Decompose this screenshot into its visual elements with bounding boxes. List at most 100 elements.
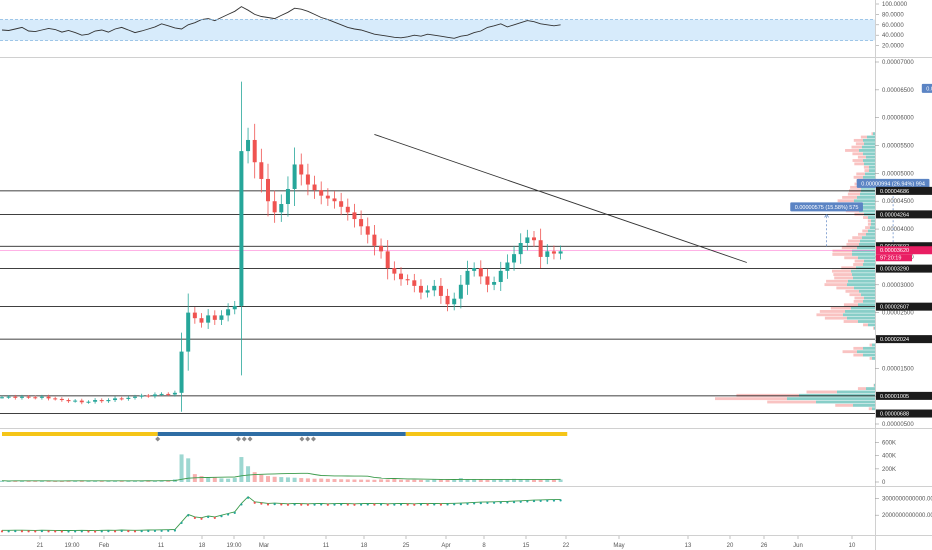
- time-tick-label: Jun: [793, 543, 803, 549]
- volume-bar: [39, 480, 44, 482]
- candle-up: [133, 396, 137, 398]
- obv-pane[interactable]: 3000000000000.0000000 2000000000000.00000…: [0, 496, 932, 533]
- volume-profile-row-buy: [863, 159, 875, 162]
- obv-dot: [399, 503, 403, 506]
- price-tick-label: 0.00005500: [882, 144, 914, 150]
- volume-bar: [372, 479, 377, 482]
- time-tick-label: 26: [761, 543, 768, 549]
- obv-dot: [559, 499, 562, 502]
- rsi-band: [0, 19, 875, 41]
- obv-dot: [246, 496, 250, 499]
- volume-profile-row-sell: [853, 138, 863, 142]
- obv-dot: [40, 530, 44, 533]
- level-label-bg: [876, 242, 932, 251]
- volume-profile-row-sell: [826, 279, 848, 283]
- volume-profile-row-sell: [831, 269, 851, 273]
- volume-profile-row-sell: [845, 289, 859, 293]
- volume-profile-row-sell: [853, 353, 863, 357]
- candle-up: [219, 315, 224, 320]
- volume-bar: [46, 480, 51, 482]
- volume-profile-row-sell: [847, 192, 860, 196]
- countdown-label-bg: [876, 254, 912, 262]
- obv-dot: [353, 503, 356, 506]
- measure-label: 0.00002698 (73.06%) 2698: [926, 86, 932, 92]
- volume-bar: [458, 478, 463, 482]
- volume-bar: [239, 457, 244, 482]
- obv-dot: [133, 530, 137, 533]
- level-label: 0.00002024: [880, 337, 909, 343]
- indicator-marker: [235, 436, 241, 442]
- obv-tick-label: 2000000000000.0000000: [882, 513, 932, 519]
- volume-profile-row-sell: [869, 343, 872, 347]
- candle-up: [232, 305, 237, 310]
- volume-profile-row-sell: [715, 397, 787, 401]
- obv-dot: [479, 501, 482, 505]
- rsi-pane[interactable]: 100.0000 80.0000 60.0000 40.0000 20.0000: [0, 2, 908, 50]
- obv-dot: [273, 503, 276, 506]
- obv-dot: [253, 501, 256, 504]
- volume-bar: [379, 479, 384, 482]
- obv-dot: [213, 516, 216, 519]
- volume-profile-row-sell: [864, 169, 869, 172]
- volume-bar: [432, 479, 437, 482]
- obv-dot: [459, 503, 462, 506]
- obv-dot: [140, 530, 143, 533]
- volume-profile-row-sell: [855, 142, 864, 146]
- time-axis[interactable]: 21 19:00 Feb 11 18 19:00 Mar 11 18 25 Apr 8 15 22 May 1…: [37, 536, 856, 549]
- obv-dot: [20, 530, 24, 533]
- price-tick-label: 0.00006500: [882, 88, 914, 94]
- obv-dot: [107, 530, 110, 533]
- volume-profile-row-buy: [859, 289, 875, 293]
- obv-dot: [526, 500, 529, 503]
- candle-down: [385, 251, 390, 269]
- obv-dot: [127, 530, 130, 533]
- volume-bar: [385, 479, 390, 482]
- level-label-bg: [876, 302, 932, 311]
- volume-profile-row-buy: [872, 407, 875, 411]
- volume-profile-row-buy: [845, 310, 875, 313]
- volume-profile-row-buy: [871, 219, 875, 223]
- volume-profile-row-buy: [859, 149, 875, 152]
- volume-bar: [179, 454, 184, 482]
- candle-down: [252, 139, 257, 163]
- candle-up: [285, 188, 290, 205]
- level-label-bg: [876, 186, 932, 195]
- volume-bar: [412, 479, 417, 482]
- level-label: 0.00000688: [880, 412, 909, 418]
- volume-bar: [425, 480, 430, 482]
- obv-dot: [286, 503, 290, 506]
- volume-bar: [305, 478, 310, 482]
- volume-pane[interactable]: 600K 400K 200K 0: [0, 432, 896, 486]
- candle-down: [312, 184, 317, 191]
- volume-profile-row-buy: [864, 142, 875, 146]
- trendline[interactable]: [374, 133, 747, 263]
- candle-down: [79, 400, 84, 403]
- volume-profile-row-sell: [832, 253, 852, 256]
- volume-profile-row-buy: [837, 390, 875, 394]
- candle-down: [412, 280, 417, 286]
- volume-profile-row-buy: [868, 216, 875, 219]
- volume-profile-row-sell: [857, 387, 866, 391]
- volume-bar: [485, 479, 490, 482]
- volume-profile-row-sell: [736, 393, 799, 397]
- obv-dot: [499, 501, 502, 504]
- level-label: 0.00002607: [880, 305, 909, 311]
- current-price-label: 0.00003620: [880, 248, 909, 254]
- volume-bar: [186, 458, 191, 482]
- volume-profile-row-buy: [857, 350, 875, 354]
- indicator-marker: [247, 436, 253, 442]
- candle-up: [472, 268, 477, 271]
- price-pane[interactable]: 0.00007000 0.00006500 0.00006000 0.00005500…: [0, 60, 932, 428]
- candle-up: [492, 281, 497, 285]
- price-range-measures[interactable]: 0.00000575 (15.58%) 575 0.00000994 (26.94…: [790, 83, 932, 247]
- candle-up: [432, 285, 437, 291]
- horizontal-levels[interactable]: [0, 190, 875, 414]
- volume-profile-row-sell: [853, 346, 863, 350]
- volume-profile-row-sell: [834, 276, 853, 280]
- candle-down: [66, 400, 71, 402]
- level-label: 0.00004686: [880, 189, 909, 195]
- volume-profile-row-buy: [852, 253, 875, 256]
- candle-down: [59, 398, 64, 401]
- volume-profile-row-buy: [872, 343, 875, 347]
